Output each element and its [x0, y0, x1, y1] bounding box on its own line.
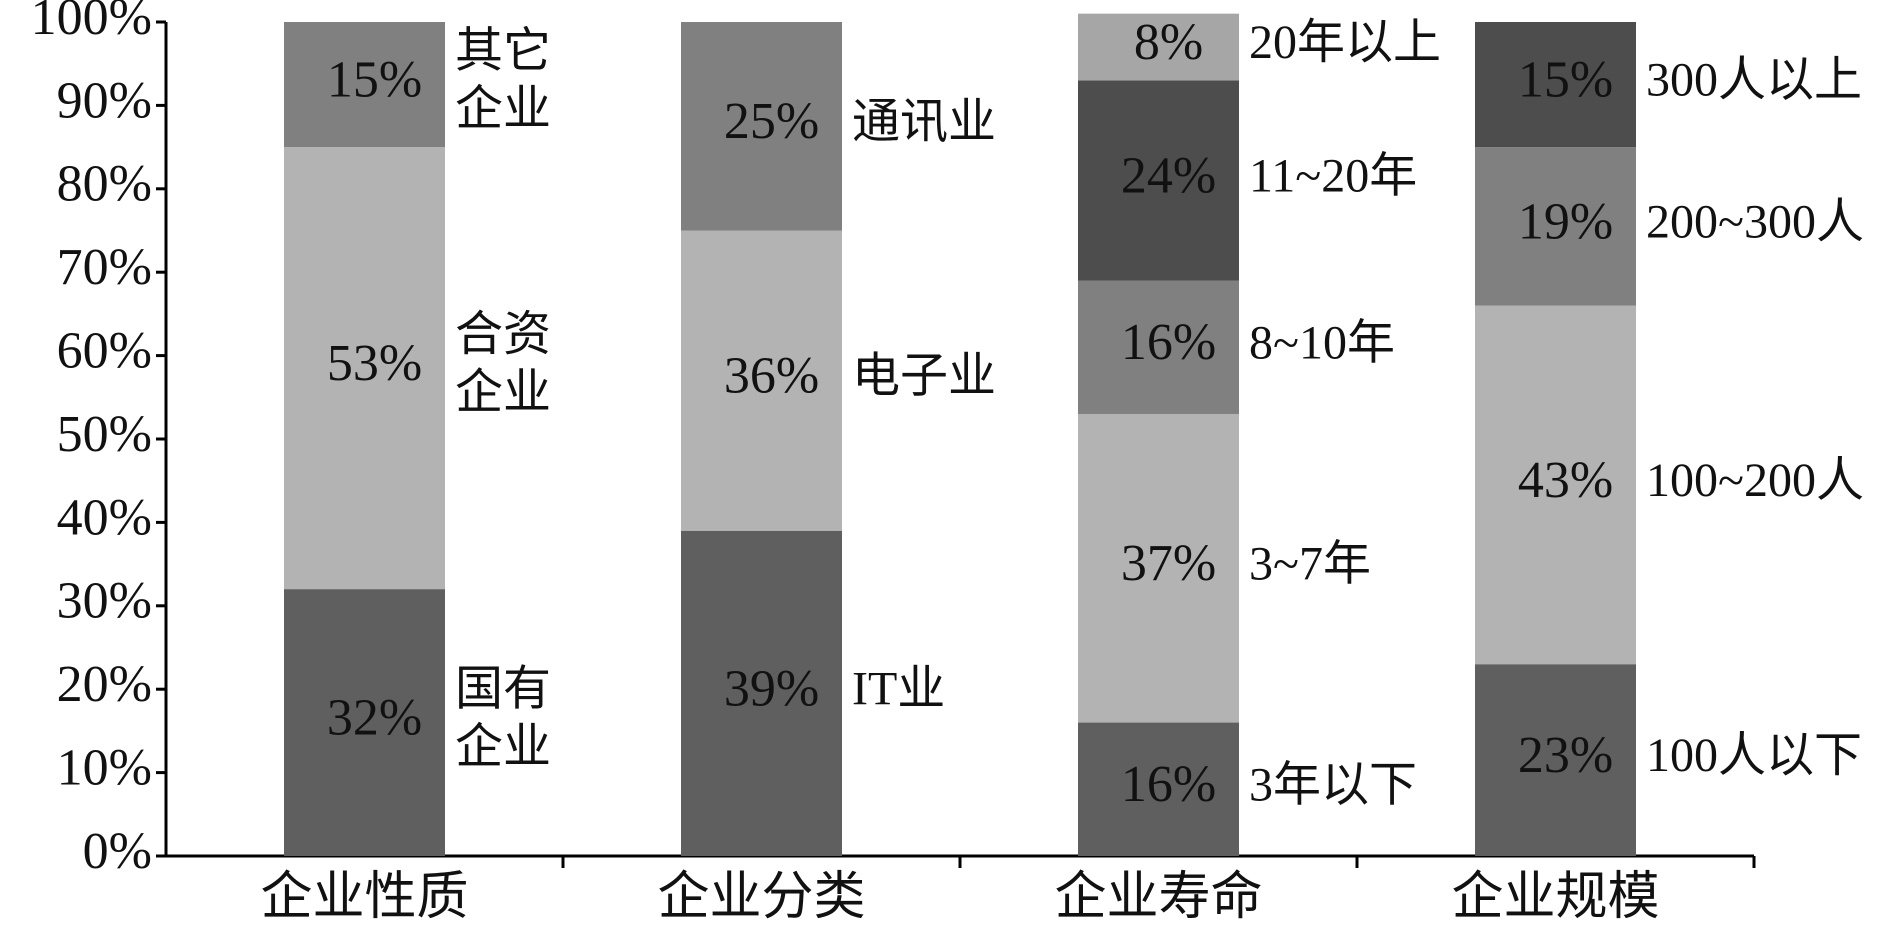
y-tick-label: 40% — [57, 489, 152, 546]
segment-name: IT业 — [852, 662, 945, 715]
bar-segment — [681, 530, 842, 856]
data-label: 15% — [1518, 51, 1613, 108]
bar-segment — [1078, 13, 1239, 81]
x-tick-label: 企业分类 — [657, 869, 865, 926]
y-tick-label: 70% — [57, 239, 152, 296]
bar-segment — [284, 22, 445, 148]
data-label: 19% — [1518, 193, 1613, 250]
data-label: 24% — [1121, 147, 1216, 204]
y-tick-label: 20% — [57, 656, 152, 713]
segment-name: 其它企业 — [455, 25, 551, 136]
segment-name: 100~200人 — [1646, 454, 1864, 507]
bar-segment — [1475, 664, 1636, 856]
bar-segment — [1078, 80, 1239, 281]
y-tick-label: 10% — [57, 740, 152, 797]
data-label: 23% — [1518, 727, 1613, 784]
segment-name: 11~20年 — [1249, 149, 1417, 202]
data-label: 16% — [1121, 314, 1216, 371]
segment-name: 3年以下 — [1249, 758, 1417, 811]
y-tick-label: 30% — [57, 573, 152, 630]
y-tick-label: 100% — [31, 0, 152, 46]
y-tick-label: 90% — [57, 72, 152, 129]
y-tick-label: 80% — [57, 156, 152, 213]
segment-name: 8~10年 — [1249, 316, 1395, 369]
segment-name: 20年以上 — [1249, 16, 1441, 69]
segment-name: 国有企业 — [455, 663, 551, 774]
bar-segment — [284, 147, 445, 590]
bar-segment — [1078, 413, 1239, 723]
bar-segment — [681, 230, 842, 531]
x-tick-label: 企业性质 — [260, 869, 468, 926]
y-tick-label: 60% — [57, 323, 152, 380]
data-label: 16% — [1121, 756, 1216, 813]
data-label: 39% — [724, 660, 819, 717]
bar-segment — [681, 22, 842, 231]
data-label: 32% — [327, 689, 422, 746]
segment-name: 电子业 — [852, 350, 996, 403]
bar-segment — [1475, 147, 1636, 306]
segment-name: 100人以下 — [1646, 729, 1862, 782]
bar-segment — [1078, 722, 1239, 856]
bar-segment — [1475, 22, 1636, 148]
y-tick-label: 0% — [83, 823, 152, 880]
y-tick-label: 50% — [57, 406, 152, 463]
x-tick-label: 企业规模 — [1451, 869, 1659, 926]
x-tick-label: 企业寿命 — [1054, 868, 1262, 926]
data-label: 43% — [1518, 452, 1613, 509]
bar-segment — [1475, 305, 1636, 665]
data-label: 37% — [1121, 535, 1216, 592]
bar-segment — [1078, 280, 1239, 414]
segment-name: 300人以上 — [1646, 54, 1862, 107]
data-label: 15% — [327, 51, 422, 108]
data-label: 8% — [1134, 14, 1203, 71]
data-label: 53% — [327, 335, 422, 392]
data-label: 36% — [724, 348, 819, 405]
data-label: 25% — [724, 93, 819, 150]
segment-name: 合资企业 — [455, 308, 551, 419]
segment-name: 通讯业 — [852, 95, 996, 148]
segment-name: 3~7年 — [1249, 537, 1371, 590]
bar-segment — [284, 589, 445, 856]
segment-name: 200~300人 — [1646, 195, 1864, 248]
